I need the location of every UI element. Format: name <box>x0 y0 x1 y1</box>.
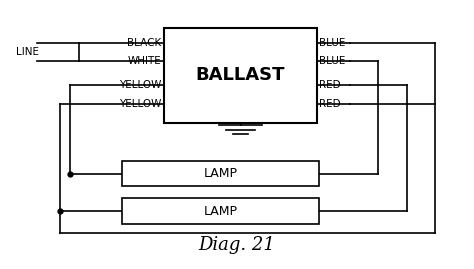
Text: WHITE: WHITE <box>128 56 162 66</box>
Text: BALLAST: BALLAST <box>196 66 285 84</box>
Text: YELLOW: YELLOW <box>119 99 162 109</box>
Bar <box>121 161 319 186</box>
Bar <box>164 28 317 122</box>
Text: LAMP: LAMP <box>203 204 237 218</box>
Text: RED: RED <box>319 80 341 90</box>
Text: LINE: LINE <box>16 47 38 57</box>
Text: Diag. 21: Diag. 21 <box>199 236 275 254</box>
Text: BLUE: BLUE <box>319 56 346 66</box>
Text: RED: RED <box>319 99 341 109</box>
Bar <box>121 199 319 224</box>
Text: LAMP: LAMP <box>203 167 237 180</box>
Text: YELLOW: YELLOW <box>119 80 162 90</box>
Text: BLACK: BLACK <box>128 38 162 48</box>
Text: BLUE: BLUE <box>319 38 346 48</box>
